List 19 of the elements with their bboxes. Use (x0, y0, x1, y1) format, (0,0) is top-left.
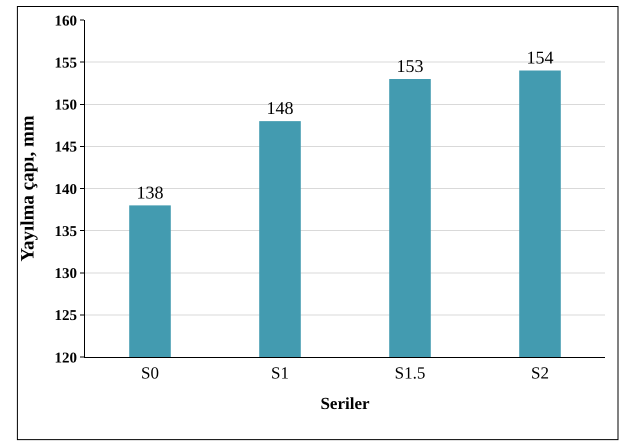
x-tick-label: S0 (141, 363, 159, 382)
x-tick-label: S1 (271, 363, 289, 382)
data-label: 154 (526, 48, 554, 68)
y-tick-label: 150 (54, 98, 77, 114)
y-tick-label: 130 (54, 266, 77, 282)
x-axis-title: Seriler (320, 394, 370, 413)
y-tick-label: 145 (54, 140, 77, 156)
y-axis-title: Yayılma çapı, mm (17, 115, 38, 262)
y-tick-label: 155 (54, 55, 77, 72)
y-tick-label: 140 (54, 182, 77, 198)
x-tick-label: S2 (531, 363, 549, 382)
y-tick-label: 120 (54, 350, 77, 366)
y-tick-label: 125 (54, 308, 77, 324)
y-tick-label: 135 (54, 224, 77, 240)
data-label: 138 (136, 182, 164, 202)
y-tick-label: 160 (54, 13, 77, 30)
data-label: 153 (396, 56, 424, 76)
data-label: 148 (266, 98, 294, 118)
x-tick-label: S1.5 (394, 363, 426, 382)
